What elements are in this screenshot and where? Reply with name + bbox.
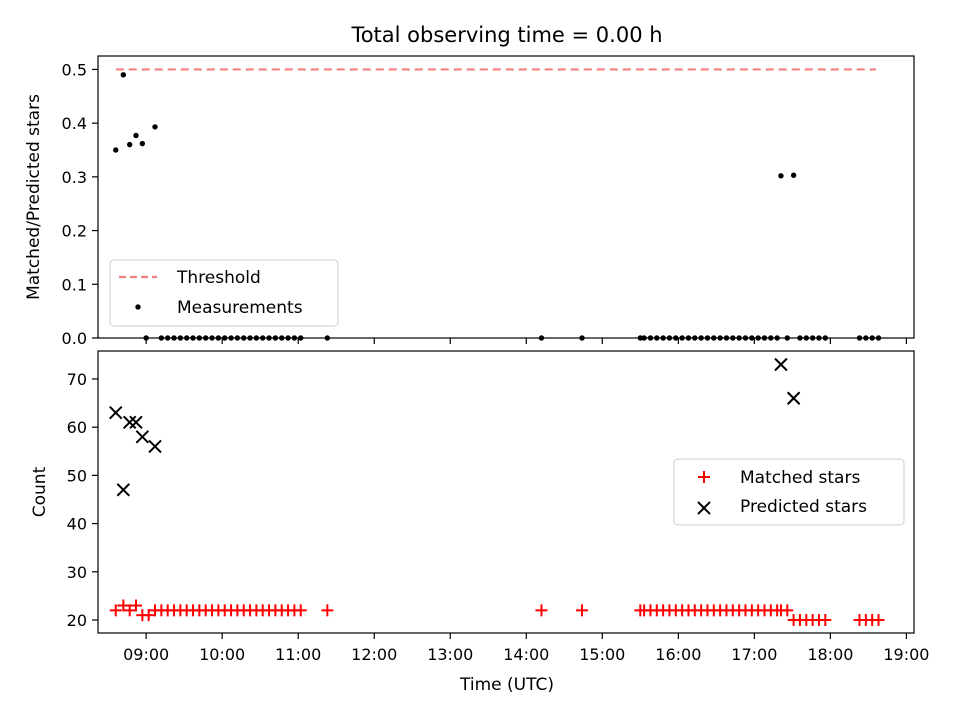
measurement-point <box>113 147 119 153</box>
predicted-star-point <box>129 415 143 430</box>
predicted-legend-swatch <box>697 501 711 515</box>
predicted-star-stroke <box>109 405 123 420</box>
matched-star-point <box>872 613 885 626</box>
predicted-star-stroke <box>774 357 788 372</box>
chart-title: Total observing time = 0.00 h <box>350 23 662 47</box>
matched-star-point <box>576 604 589 617</box>
predicted-star-point <box>774 357 788 372</box>
predicted-star-point <box>116 483 131 497</box>
top-y-tick-label: 0.5 <box>62 60 87 79</box>
predicted-star-stroke <box>116 483 131 497</box>
bottom-y-tick-label: 30 <box>67 563 87 582</box>
ratio-panel: Total observing time = 0.00 h Matched/Pr… <box>24 23 915 348</box>
bottom-x-tick-label: 17:00 <box>731 645 777 664</box>
measurement-point <box>790 172 797 178</box>
bottom-y-tick-label: 50 <box>67 466 87 485</box>
bottom-x-tick-label: 19:00 <box>883 645 929 664</box>
bottom-y-tick-label: 70 <box>67 370 87 389</box>
predicted-star-point <box>786 391 801 405</box>
bottom-x-tick-label: 16:00 <box>655 645 701 664</box>
matched-star-point <box>130 599 143 612</box>
bottom-x-tick-label: 12:00 <box>351 645 397 664</box>
matched-stars-series <box>109 599 885 626</box>
matched-star-point <box>142 609 155 622</box>
measurements-legend-swatch <box>135 304 141 310</box>
matched-star-point <box>123 604 136 617</box>
bottom-legend-box <box>673 458 905 526</box>
bottom-x-tick-label: 14:00 <box>503 645 549 664</box>
threshold-legend-label: Threshold <box>176 268 261 288</box>
predicted-star-stroke <box>122 415 137 430</box>
top-legend: Threshold Measurements <box>109 259 339 327</box>
matched-legend-swatch <box>698 471 710 483</box>
bottom-x-tick-label: 13:00 <box>427 645 473 664</box>
matched-star-point <box>781 604 794 617</box>
measurements-series <box>113 72 882 341</box>
bottom-axis-ticks: 09:00 10:00 11:00 12:00 13:00 14:00 15:00 16:00… <box>67 370 930 664</box>
predicted-star-stroke <box>148 439 162 454</box>
matched-star-point <box>294 604 307 617</box>
matched-star-point <box>321 604 334 617</box>
measurement-point <box>133 132 139 139</box>
bottom-x-tick-label: 11:00 <box>275 645 321 664</box>
matched-star-point <box>535 604 548 617</box>
top-y-tick-label: 0.2 <box>62 222 87 241</box>
predicted-star-stroke <box>129 415 143 430</box>
predicted-star-point <box>122 415 137 430</box>
top-y-tick-label: 0.3 <box>62 168 87 187</box>
bottom-axes-frame <box>97 350 915 634</box>
bottom-y-tick-label: 40 <box>67 515 87 534</box>
matched-star-point <box>109 604 122 617</box>
predicted-star-stroke <box>135 430 150 444</box>
predicted-star-point <box>135 430 150 444</box>
top-axes-frame <box>97 55 915 339</box>
measurement-point <box>778 173 784 179</box>
predicted-stars-series <box>109 357 801 497</box>
matched-legend-label: Matched stars <box>740 468 860 488</box>
bottom-x-tick-label: 15:00 <box>579 645 625 664</box>
bottom-y-tick-label: 60 <box>67 418 87 437</box>
top-y-tick-label: 0.0 <box>62 329 87 348</box>
matched-star-point <box>819 613 832 626</box>
predicted-star-stroke <box>786 391 801 405</box>
predicted-star-point <box>109 405 123 420</box>
count-panel: Count Time (UTC) 09:00 10:00 11:00 12:00 13:… <box>30 350 930 695</box>
bottom-x-tick-label: 10:00 <box>199 645 245 664</box>
top-axis-ticks: 0.0 0.1 0.2 0.3 0.4 0.5 <box>62 60 907 348</box>
matched-star-point <box>117 599 130 612</box>
measurement-point <box>139 140 146 147</box>
top-y-tick-label: 0.1 <box>62 275 87 294</box>
bottom-y-axis-label: Count <box>30 466 50 517</box>
x-axis-label: Time (UTC) <box>459 675 554 695</box>
predicted-legend-label: Predicted stars <box>740 497 867 517</box>
top-y-tick-label: 0.4 <box>62 114 87 133</box>
measurements-legend-label: Measurements <box>177 298 303 318</box>
measurement-point <box>152 124 158 130</box>
bottom-legend: Matched stars Predicted stars <box>673 458 905 526</box>
top-y-axis-label: Matched/Predicted stars <box>24 94 44 300</box>
bottom-y-tick-label: 20 <box>67 611 87 630</box>
bottom-x-tick-label: 09:00 <box>123 645 169 664</box>
measurement-point <box>126 141 133 148</box>
predicted-star-point <box>148 439 162 454</box>
top-legend-box <box>109 259 339 327</box>
measurement-point <box>120 72 127 78</box>
bottom-x-tick-label: 18:00 <box>807 645 853 664</box>
